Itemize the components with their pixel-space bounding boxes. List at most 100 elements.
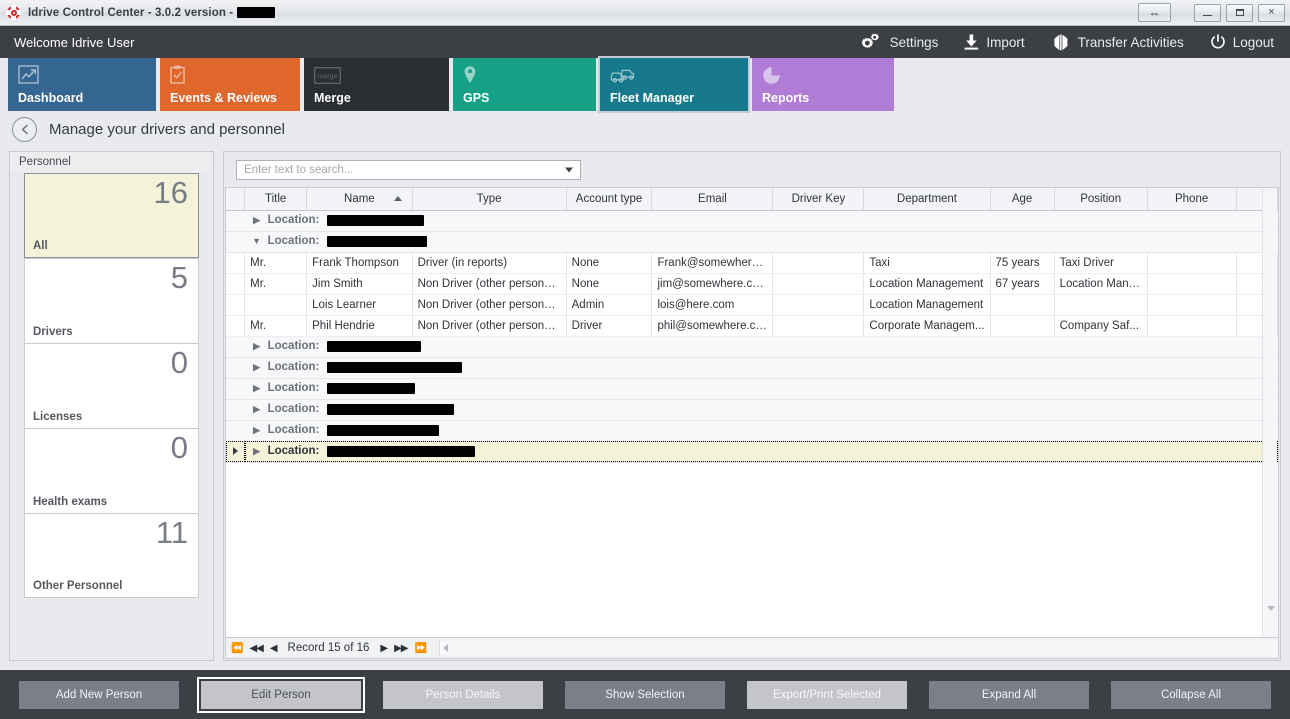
- group-header-cell: ▶ Location:: [244, 210, 1278, 232]
- column-header-label: Title: [264, 192, 287, 205]
- welcome-text: Welcome Idrive User: [14, 34, 135, 50]
- expand-group-icon[interactable]: ▶: [253, 424, 261, 435]
- table-cell: lois@here.com: [651, 294, 774, 316]
- tab-gps[interactable]: GPS: [453, 58, 596, 111]
- power-icon: [1210, 34, 1226, 50]
- table-row[interactable]: Mr. Jim Smith Non Driver (other personnel)…: [226, 273, 1278, 295]
- import-menu-item[interactable]: Import: [964, 34, 1025, 50]
- expand-group-icon[interactable]: ▶: [253, 340, 261, 351]
- prev-page-icon[interactable]: ◀◀: [249, 642, 263, 654]
- minimize-icon: [1203, 15, 1212, 16]
- window-controls: ⇔ ×: [1138, 3, 1285, 22]
- title-bar: Idrive Control Center - 3.0.2 version - …: [0, 0, 1290, 26]
- personnel-card-all[interactable]: 16 All: [24, 173, 199, 258]
- row-indicator-cell: [226, 420, 245, 442]
- column-header-label: Account type: [575, 192, 643, 205]
- next-record-icon[interactable]: ▶: [380, 642, 388, 654]
- table-filler-row: [226, 567, 1278, 588]
- column-header-name[interactable]: Name: [306, 188, 413, 211]
- settings-menu-item[interactable]: Settings: [861, 33, 938, 51]
- column-header-email[interactable]: Email: [651, 188, 774, 211]
- expand-group-icon[interactable]: ▶: [253, 445, 261, 456]
- vertical-scrollbar[interactable]: [1262, 188, 1277, 637]
- minimize-button[interactable]: [1194, 3, 1221, 22]
- restore-size-button[interactable]: ⇔: [1138, 3, 1171, 22]
- table-group-row[interactable]: ▶ Location:: [226, 399, 1278, 421]
- table-group-row[interactable]: ▶ Location:: [226, 210, 1278, 232]
- table-row[interactable]: Mr. Phil Hendrie Non Driver (other personn…: [226, 315, 1278, 337]
- table-group-row[interactable]: ▶ Location:: [226, 357, 1278, 379]
- maximize-icon: [1235, 9, 1244, 16]
- personnel-card-label: All: [33, 240, 48, 252]
- gears-icon: [861, 33, 883, 51]
- tab-fleet-manager[interactable]: Fleet Manager: [598, 56, 750, 113]
- expand-all-button[interactable]: Expand All: [929, 680, 1089, 709]
- table-group-row[interactable]: ▶ Location:: [226, 378, 1278, 400]
- table-filler-cell: [226, 483, 1278, 504]
- last-record-icon[interactable]: ⏩: [414, 642, 426, 654]
- tab-fleet-manager-label: Fleet Manager: [610, 91, 695, 105]
- first-record-icon[interactable]: ⏪: [231, 642, 243, 654]
- tab-merge[interactable]: merge Merge: [304, 58, 449, 111]
- svg-text:merge: merge: [318, 73, 338, 80]
- table-row[interactable]: Mr. Frank Thompson Driver (in reports) None…: [226, 252, 1278, 274]
- table-group-row[interactable]: ▶ Location:: [226, 420, 1278, 442]
- table-cell: Taxi: [863, 252, 991, 274]
- chart-arrow-icon: [18, 64, 156, 86]
- back-arrow-icon[interactable]: [12, 116, 37, 142]
- download-icon: [964, 34, 979, 50]
- expand-group-icon[interactable]: ▶: [253, 403, 261, 414]
- search-input[interactable]: Enter text to search...: [236, 160, 581, 180]
- column-header-label: Name: [344, 192, 375, 205]
- column-header-phone[interactable]: Phone: [1147, 188, 1237, 211]
- edit-person-button[interactable]: Edit Person: [197, 676, 365, 713]
- row-indicator-cell: [226, 210, 245, 232]
- column-header-department[interactable]: Department: [863, 188, 991, 211]
- logout-menu-item[interactable]: Logout: [1210, 34, 1274, 50]
- personnel-card-other-personnel[interactable]: 11 Other Personnel: [24, 513, 199, 598]
- person-details-button[interactable]: Person Details: [383, 680, 543, 709]
- transfer-activities-menu-item[interactable]: Transfer Activities: [1051, 34, 1184, 51]
- personnel-card-health-exams[interactable]: 0 Health exams: [24, 428, 199, 513]
- column-header-driver-key[interactable]: Driver Key: [772, 188, 865, 211]
- row-indicator-cell: [226, 378, 245, 400]
- tab-dashboard[interactable]: Dashboard: [8, 58, 156, 111]
- column-header-title[interactable]: Title: [244, 188, 308, 211]
- chevron-down-icon[interactable]: [565, 167, 573, 173]
- table-cell: Non Driver (other personnel): [412, 273, 567, 295]
- column-header-type[interactable]: Type: [412, 188, 567, 211]
- scroll-down-icon[interactable]: [1267, 606, 1275, 611]
- export-print-selected-button[interactable]: Export/Print Selected: [747, 680, 907, 709]
- close-button[interactable]: ×: [1258, 3, 1285, 22]
- group-header-cell: ▶ Location:: [244, 357, 1278, 379]
- table-row[interactable]: Lois Learner Non Driver (other personnel)…: [226, 294, 1278, 316]
- table-group-row[interactable]: ▼ Location:: [226, 231, 1278, 253]
- tab-reports[interactable]: Reports: [752, 58, 894, 111]
- next-page-icon[interactable]: ▶▶: [394, 642, 408, 654]
- personnel-panel: Personnel 16 All 5 Drivers 0 Licenses 0 Health …: [9, 151, 214, 661]
- scroll-left-icon[interactable]: [442, 644, 448, 652]
- expand-group-icon[interactable]: ▶: [253, 382, 261, 393]
- tab-events-reviews[interactable]: Events & Reviews: [160, 58, 300, 111]
- show-selection-button[interactable]: Show Selection: [565, 680, 725, 709]
- expand-group-icon[interactable]: ▶: [253, 214, 261, 225]
- horizontal-scrollbar[interactable]: [438, 641, 1278, 655]
- prev-record-icon[interactable]: ◀: [269, 642, 278, 654]
- column-header-age[interactable]: Age: [990, 188, 1055, 211]
- column-header-label: Phone: [1174, 192, 1209, 205]
- collapse-all-button[interactable]: Collapse All: [1111, 680, 1271, 709]
- maximize-button[interactable]: [1226, 3, 1253, 22]
- table-group-row[interactable]: ▶ Location:: [226, 336, 1278, 358]
- personnel-card-licenses[interactable]: 0 Licenses: [24, 343, 199, 428]
- personnel-card-drivers[interactable]: 5 Drivers: [24, 258, 199, 343]
- column-header-position[interactable]: Position: [1054, 188, 1148, 211]
- table-group-row[interactable]: ▶ Location:: [226, 441, 1278, 463]
- collapse-group-icon[interactable]: ▼: [252, 236, 262, 247]
- group-label: Location:: [267, 424, 323, 437]
- table-cell: [1147, 315, 1237, 337]
- table-cell: Phil Hendrie: [306, 315, 413, 337]
- column-header-account-type[interactable]: Account type: [566, 188, 653, 211]
- table-cell: Company Saf...: [1054, 315, 1148, 337]
- expand-group-icon[interactable]: ▶: [253, 361, 261, 372]
- add-new-person-button[interactable]: Add New Person: [19, 680, 179, 709]
